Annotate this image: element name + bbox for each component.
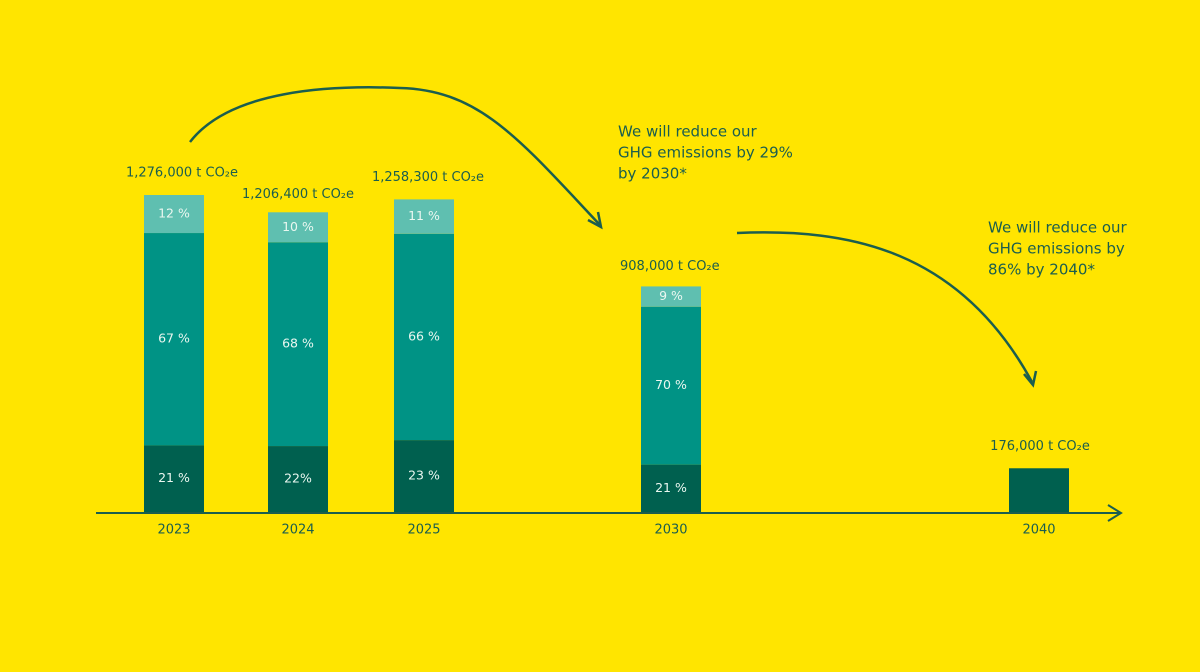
annotation: by 2030* [618, 165, 687, 183]
arrowhead [1023, 370, 1038, 388]
curved-arrow [736, 231, 1034, 383]
segment-label: 67 % [158, 331, 190, 346]
bar-segment [144, 195, 204, 234]
annotation: GHG emissions by 29% [618, 144, 793, 162]
x-tick-label: 2024 [281, 523, 314, 538]
bar-segment [268, 212, 328, 243]
bar-segment [394, 440, 454, 512]
segment-label: 23 % [408, 468, 440, 483]
annotation: GHG emissions by [988, 240, 1125, 258]
x-tick-label: 2030 [654, 523, 687, 538]
bar-segment [394, 233, 454, 441]
total-label: 1,206,400 t CO₂e [242, 187, 354, 202]
total-label: 1,258,300 t CO₂e [372, 170, 484, 185]
segment-label: 12 % [158, 206, 190, 221]
arrowhead [587, 211, 603, 230]
segment-label: 9 % [659, 288, 683, 303]
segment-label: 68 % [282, 336, 314, 351]
segment-label: 21 % [158, 470, 190, 485]
x-tick-label: 2023 [157, 523, 190, 538]
x-tick-label: 2040 [1022, 523, 1055, 538]
x-tick-label: 2025 [407, 523, 440, 538]
segment-label: 22% [284, 471, 312, 486]
bar-segment [641, 306, 701, 465]
bar-segment [144, 445, 204, 512]
curved-arrow [189, 86, 601, 226]
axis-arrowhead [1107, 504, 1123, 522]
bar [1009, 468, 1069, 512]
segment-label: 11 % [408, 208, 440, 223]
total-label: 908,000 t CO₂e [620, 259, 720, 274]
segment-label: 66 % [408, 328, 440, 343]
bar-segment [641, 286, 701, 307]
annotation: 86% by 2040* [988, 261, 1095, 279]
bar-segment [641, 464, 701, 512]
total-label: 1,276,000 t CO₂e [126, 166, 238, 181]
bar-segment [394, 199, 454, 234]
bar-segment [144, 233, 204, 446]
segment-label: 70 % [655, 377, 687, 392]
bar-segment [268, 446, 328, 512]
bar-segment [268, 242, 328, 447]
segment-label: 10 % [282, 219, 314, 234]
total-label: 176,000 t CO₂e [990, 439, 1090, 454]
annotation: We will reduce our [618, 123, 758, 141]
segment-label: 21 % [655, 480, 687, 495]
annotation: We will reduce our [988, 219, 1128, 237]
